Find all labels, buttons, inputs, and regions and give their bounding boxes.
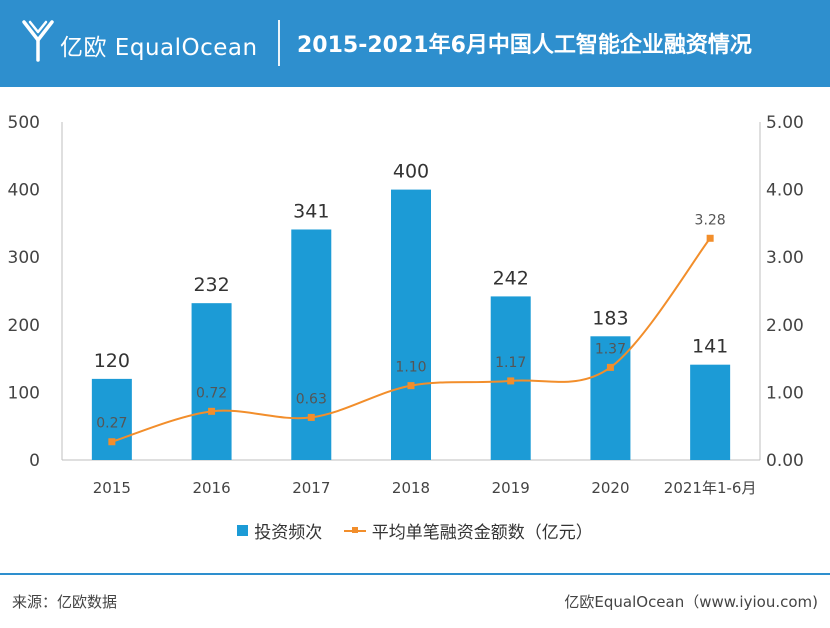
line-data-label: 0.72 bbox=[196, 385, 227, 401]
x-axis-tick-label: 2018 bbox=[392, 479, 430, 497]
bar-data-label: 341 bbox=[293, 200, 329, 222]
legend-line-swatch bbox=[343, 525, 366, 536]
line-point bbox=[606, 363, 614, 371]
legend-item-line: 平均单笔融资金额数（亿元） bbox=[343, 518, 593, 543]
x-axis-tick-label: 2017 bbox=[292, 479, 330, 497]
bar bbox=[191, 303, 232, 460]
bar-data-label: 242 bbox=[493, 267, 529, 289]
line-data-label: 1.10 bbox=[395, 360, 426, 376]
line-point bbox=[507, 377, 515, 385]
line-data-label: 1.17 bbox=[495, 355, 526, 371]
bar bbox=[91, 378, 132, 460]
left-axis-tick-label: 500 bbox=[8, 113, 40, 133]
bar-data-label: 400 bbox=[393, 161, 429, 183]
line-point bbox=[208, 407, 216, 415]
right-axis-tick-label: 1.00 bbox=[766, 383, 804, 403]
line-point bbox=[407, 382, 415, 390]
bar bbox=[391, 189, 431, 460]
bar-data-label: 183 bbox=[592, 307, 628, 329]
line-point bbox=[307, 413, 315, 421]
chart-title: 2015-2021年6月中国人工智能企业融资情况 bbox=[297, 33, 752, 58]
line-data-label: 3.28 bbox=[695, 212, 726, 228]
x-axis-tick-label: 2020 bbox=[591, 479, 629, 497]
brand-name: 亿欧 EqualOcean bbox=[60, 35, 258, 61]
footer-divider bbox=[0, 573, 830, 575]
line-data-label: 0.27 bbox=[96, 416, 127, 432]
line-point bbox=[108, 438, 116, 446]
bar bbox=[690, 364, 731, 460]
bar-data-label: 141 bbox=[692, 336, 728, 358]
right-axis-tick-label: 0.00 bbox=[766, 451, 804, 471]
chart-legend: 投资频次 平均单笔融资金额数（亿元） bbox=[0, 518, 830, 543]
line-point bbox=[706, 234, 714, 242]
combo-chart: 0 100 200 300 400 500 0.00 1.00 2.00 3.00 4.00 5.00… bbox=[8, 113, 804, 497]
left-axis-tick-label: 100 bbox=[8, 383, 40, 403]
left-axis-tick-label: 200 bbox=[8, 316, 40, 336]
right-axis-tick-label: 4.00 bbox=[766, 181, 804, 201]
legend-bar-swatch bbox=[237, 525, 249, 536]
line-data-label: 0.63 bbox=[296, 391, 327, 407]
right-axis-tick-label: 2.00 bbox=[766, 316, 804, 336]
bar-data-label: 232 bbox=[193, 274, 229, 296]
source-note: 来源：亿欧数据 bbox=[12, 593, 118, 611]
website-note: 亿欧EqualOcean（www.iyiou.com) bbox=[564, 593, 818, 611]
x-axis-tick-label: 2021年1-6月 bbox=[664, 479, 757, 497]
equalocean-logo-icon bbox=[22, 20, 54, 62]
x-axis-tick-label: 2015 bbox=[93, 479, 131, 497]
legend-bar-label: 投资频次 bbox=[254, 523, 323, 543]
left-axis-tick-label: 400 bbox=[8, 181, 40, 201]
header-banner: 亿欧 EqualOcean 2015-2021年6月中国人工智能企业融资情况 bbox=[0, 0, 830, 87]
right-axis-tick-label: 5.00 bbox=[766, 113, 804, 133]
bar-data-label: 120 bbox=[94, 350, 130, 372]
right-axis-tick-label: 3.00 bbox=[766, 248, 804, 268]
bar bbox=[291, 229, 332, 460]
legend-line-label: 平均单笔融资金额数（亿元） bbox=[371, 523, 593, 543]
legend-item-bar: 投资频次 bbox=[237, 518, 322, 543]
left-axis-tick-label: 300 bbox=[8, 248, 40, 268]
header-divider bbox=[278, 20, 280, 66]
line-data-label: 1.37 bbox=[595, 341, 626, 357]
x-axis-tick-label: 2019 bbox=[492, 479, 530, 497]
x-axis-tick-label: 2016 bbox=[192, 479, 230, 497]
left-axis-tick-label: 0 bbox=[29, 451, 40, 471]
